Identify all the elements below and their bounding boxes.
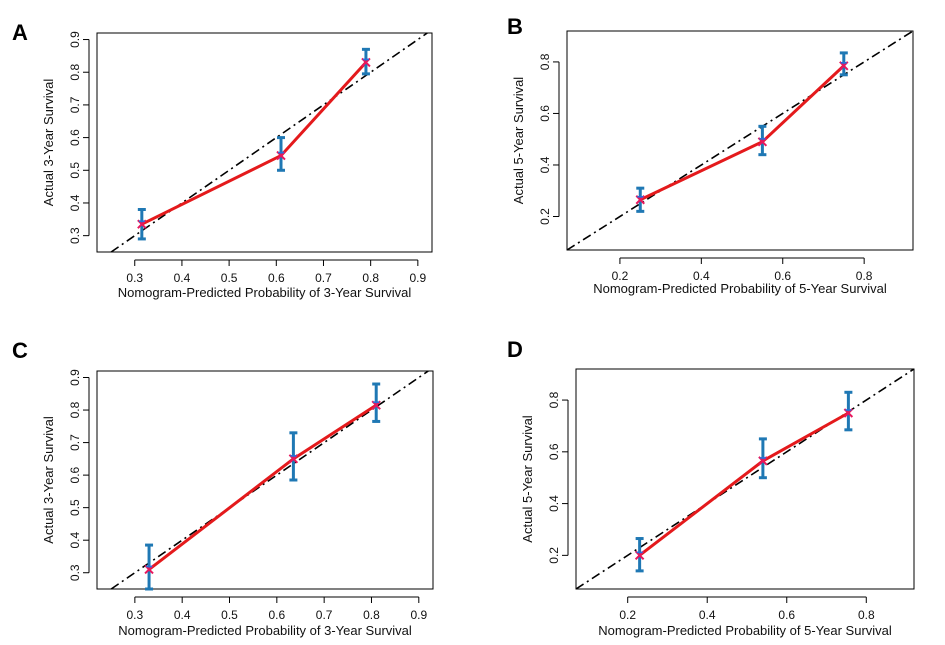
plot-frame <box>575 368 915 590</box>
ideal-reference-line <box>110 370 429 590</box>
y-tick-label: 0.6 <box>547 443 561 460</box>
x-tick-label: 0.8 <box>362 271 379 285</box>
y-tick-label: 0.4 <box>538 156 552 173</box>
y-tick-label: 0.9 <box>68 369 82 386</box>
x-tick-label: 0.3 <box>127 608 144 622</box>
x-tick-label: 0.3 <box>126 271 143 285</box>
y-tick-label: 0.5 <box>68 499 82 516</box>
x-tick-label: 0.9 <box>410 608 427 622</box>
x-tick-label: 0.2 <box>612 269 629 283</box>
x-tick-label: 0.5 <box>221 608 238 622</box>
plot-frame <box>566 30 914 251</box>
y-tick-label: 0.5 <box>68 162 82 179</box>
calibration-line <box>639 64 845 202</box>
y-axis-title: Actual 5-Year Survival <box>511 77 526 205</box>
y-tick-label: 0.8 <box>68 64 82 81</box>
x-tick-label: 0.9 <box>410 271 427 285</box>
x-tick-label: 0.8 <box>858 608 875 622</box>
y-tick-label: 0.3 <box>68 564 82 581</box>
y-tick-label: 0.6 <box>68 129 82 146</box>
y-tick-label: 0.2 <box>538 208 552 225</box>
y-tick-label: 0.6 <box>538 105 552 122</box>
x-tick-label: 0.6 <box>268 271 285 285</box>
y-tick-label: 0.2 <box>547 547 561 564</box>
x-tick-label: 0.7 <box>315 271 332 285</box>
x-tick-label: 0.8 <box>856 269 873 283</box>
ideal-reference-line <box>566 30 914 251</box>
x-tick-label: 0.6 <box>778 608 795 622</box>
x-tick-label: 0.5 <box>221 271 238 285</box>
x-tick-label: 0.7 <box>316 608 333 622</box>
x-tick-label: 0.4 <box>693 269 710 283</box>
y-tick-label: 0.8 <box>547 391 561 408</box>
y-tick-label: 0.8 <box>68 401 82 418</box>
x-tick-label: 0.8 <box>363 608 380 622</box>
x-tick-label: 0.4 <box>174 608 191 622</box>
plot-frame <box>96 370 434 590</box>
panel-letter: A <box>12 20 28 45</box>
y-axis-title: Actual 3-Year Survival <box>41 416 56 544</box>
y-tick-label: 0.4 <box>547 495 561 512</box>
y-tick-label: 0.7 <box>68 434 82 451</box>
calibration-line <box>638 411 850 557</box>
x-axis-title: Nomogram-Predicted Probability of 5-Year… <box>593 281 887 296</box>
x-tick-label: 0.2 <box>619 608 636 622</box>
x-tick-label: 0.6 <box>268 608 285 622</box>
panel-a: A0.3 0.4 0.5 0.6 0.7 0.8 0.9Nomogram-Predicted… <box>12 20 433 300</box>
panel-c: C0.3 0.4 0.5 0.6 0.7 0.8 0.9Nomogram-Predicted… <box>12 338 434 638</box>
panel-letter: C <box>12 338 28 363</box>
ideal-reference-line <box>575 368 915 590</box>
y-tick-label: 0.3 <box>68 227 82 244</box>
x-tick-label: 0.4 <box>699 608 716 622</box>
y-tick-label: 0.4 <box>68 194 82 211</box>
y-axis-title: Actual 5-Year Survival <box>520 415 535 543</box>
x-axis-title: Nomogram-Predicted Probability of 3-Year… <box>118 623 412 638</box>
panel-letter: D <box>507 337 523 362</box>
y-tick-label: 0.9 <box>68 31 82 48</box>
x-tick-label: 0.4 <box>174 271 191 285</box>
y-tick-label: 0.6 <box>68 466 82 483</box>
panel-letter: B <box>507 14 523 39</box>
y-tick-label: 0.8 <box>538 53 552 70</box>
calibration-line <box>141 61 368 226</box>
x-tick-label: 0.6 <box>774 269 791 283</box>
x-axis-title: Nomogram-Predicted Probability of 3-Year… <box>118 285 412 300</box>
y-axis-title: Actual 3-Year Survival <box>41 79 56 207</box>
ideal-reference-line <box>110 32 428 253</box>
y-tick-label: 0.4 <box>68 532 82 549</box>
x-axis-title: Nomogram-Predicted Probability of 5-Year… <box>598 623 892 638</box>
y-tick-label: 0.7 <box>68 96 82 113</box>
plot-frame <box>96 32 433 253</box>
